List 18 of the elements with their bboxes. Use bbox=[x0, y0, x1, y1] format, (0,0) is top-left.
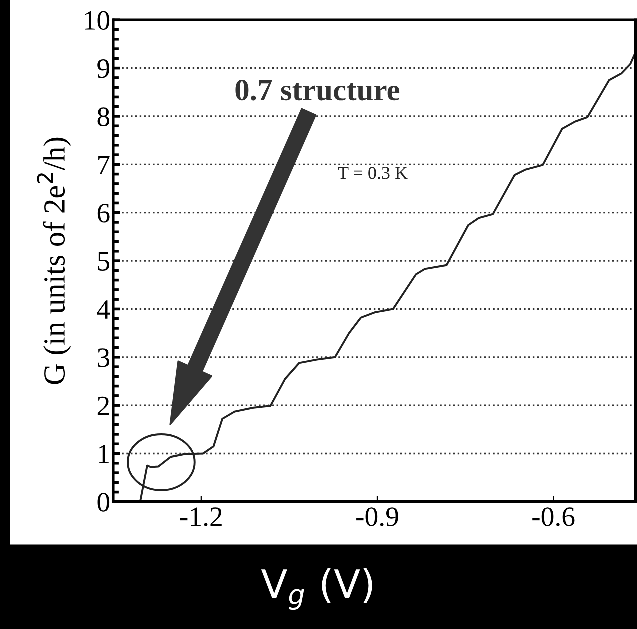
y-tick-label: 0 bbox=[98, 493, 110, 512]
annotation: T = 0.3 K bbox=[338, 167, 408, 180]
y-tick-label: 1 bbox=[99, 445, 109, 464]
annotation: 0.7 structure bbox=[236, 80, 400, 101]
y-tick-label: 9 bbox=[98, 60, 110, 78]
y-tick-label: 2 bbox=[98, 396, 110, 416]
y-tick-label: 8 bbox=[98, 108, 110, 126]
y-tick-label: 5 bbox=[98, 252, 110, 271]
y-axis-title: G (in units of 2e$^{2}$/h) bbox=[37, 138, 72, 384]
y-tick-label: 10 bbox=[85, 11, 110, 30]
x-tick-label: -0.6 bbox=[532, 508, 575, 526]
y-tick-label: 3 bbox=[98, 348, 110, 368]
y-tick-label: 6 bbox=[98, 204, 110, 223]
x-axis-title: V$_{g}$ (V) bbox=[261, 568, 372, 610]
y-tick-label: 4 bbox=[97, 300, 110, 319]
x-tick-label: -0.9 bbox=[356, 508, 398, 526]
y-tick-label: 7 bbox=[98, 156, 110, 174]
x-tick-label: -1.2 bbox=[180, 508, 222, 526]
